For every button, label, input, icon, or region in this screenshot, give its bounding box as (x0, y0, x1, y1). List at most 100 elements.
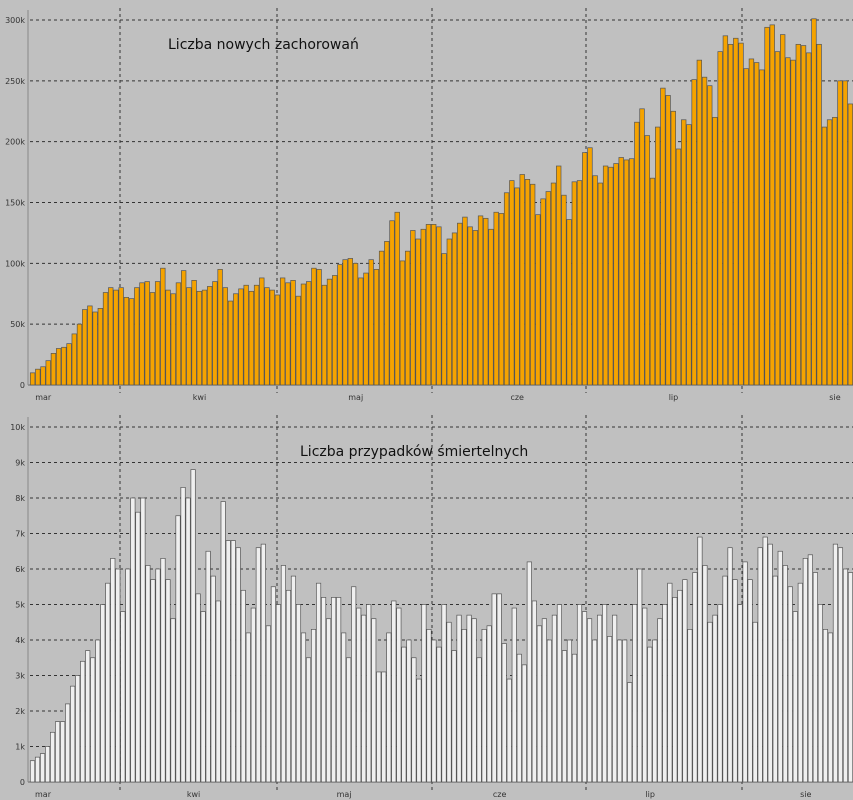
cases-bar (420, 228, 426, 386)
cases-bar (503, 192, 510, 386)
deaths-bar (471, 618, 477, 783)
deaths-bar (95, 639, 101, 783)
deaths-bar (782, 565, 788, 783)
cases-y-tick-label: 150k (5, 199, 25, 208)
cases-bar (201, 289, 208, 386)
cases-bar (628, 158, 635, 386)
deaths-bar (657, 618, 663, 783)
deaths-bar (466, 614, 472, 783)
cases-bar (29, 372, 36, 386)
deaths-bar (511, 607, 517, 783)
deaths-bar (160, 557, 166, 783)
cases-y-tick-label: 100k (5, 259, 25, 268)
cases-bar (780, 34, 786, 386)
deaths-bar (747, 579, 753, 783)
deaths-bar (155, 568, 161, 783)
deaths-bar (315, 582, 322, 783)
deaths-bar (406, 639, 412, 783)
deaths-bar (381, 671, 387, 783)
deaths-bar (290, 575, 297, 783)
cases-bar (253, 284, 260, 386)
cases-bar (785, 57, 791, 386)
cases-bar (269, 289, 275, 386)
cases-bar (134, 287, 140, 386)
deaths-bar (235, 547, 241, 783)
deaths-y-tick-label: 7k (15, 530, 25, 539)
cases-bar (71, 333, 77, 386)
deaths-bar (561, 650, 568, 783)
cases-bar (378, 250, 385, 386)
cases-month-label: mar (35, 393, 52, 402)
cases-month-label: lip (669, 393, 679, 402)
deaths-y-tick-label: 6k (15, 565, 25, 574)
cases-bar (446, 238, 452, 386)
deaths-bar (602, 604, 608, 783)
deaths-bar (827, 632, 833, 783)
deaths-bar (551, 614, 557, 783)
deaths-bar (707, 621, 713, 783)
deaths-bar (110, 557, 116, 783)
deaths-bar (456, 614, 462, 783)
cases-bar (707, 85, 713, 386)
cases-bar (238, 288, 244, 386)
deaths-bar (200, 611, 206, 783)
cases-bar (655, 126, 661, 386)
deaths-bar (170, 618, 176, 783)
deaths-bar (90, 657, 96, 783)
deaths-bar (767, 543, 773, 783)
deaths-bar (210, 575, 216, 783)
deaths-bar (195, 593, 201, 783)
cases-bar (675, 148, 682, 386)
deaths-bar (70, 685, 76, 783)
cases-bar (274, 294, 281, 386)
cases-bar (285, 282, 291, 386)
cases-bar (431, 224, 437, 386)
deaths-month-label: sie (800, 790, 811, 799)
deaths-bar (491, 593, 497, 783)
deaths-bar (672, 597, 678, 783)
deaths-bar (536, 625, 542, 783)
deaths-bar (496, 593, 502, 783)
deaths-bar (662, 604, 668, 783)
deaths-bar (586, 618, 593, 783)
deaths-bar (481, 628, 487, 783)
cases-bar (404, 250, 411, 386)
deaths-bar (622, 639, 628, 783)
cases-bar (342, 259, 348, 386)
deaths-bar (300, 632, 307, 783)
deaths-bar (506, 678, 512, 783)
deaths-bar (331, 597, 337, 783)
deaths-bar (556, 604, 562, 783)
cases-bar (233, 293, 239, 386)
cases-bar (113, 289, 119, 386)
deaths-bar (451, 650, 457, 783)
deaths-bar (722, 575, 728, 783)
deaths-bar (677, 589, 683, 783)
cases-bar (712, 116, 718, 386)
cases-bar (462, 216, 468, 386)
deaths-bar (732, 579, 738, 783)
cases-bar (108, 287, 114, 386)
deaths-bar (652, 639, 658, 783)
deaths-bar (376, 671, 382, 783)
cases-bar (566, 219, 572, 386)
cases-bar (727, 43, 734, 386)
cases-bar (321, 284, 327, 386)
cases-bar (535, 214, 541, 386)
cases-bar (587, 147, 593, 386)
deaths-bar (727, 547, 733, 783)
cases-bar (170, 293, 176, 386)
cases-bar (66, 343, 72, 386)
cases-bar (337, 264, 343, 386)
deaths-bar (531, 600, 537, 783)
deaths-bar (847, 572, 853, 783)
cases-bar (264, 287, 270, 386)
deaths-bar (521, 664, 527, 783)
cases-bar (306, 281, 312, 386)
deaths-bar (85, 650, 91, 783)
cases-bar (681, 119, 687, 386)
cases-bar (384, 241, 390, 386)
cases-bar (347, 258, 353, 386)
cases-month-label: sie (829, 393, 840, 402)
